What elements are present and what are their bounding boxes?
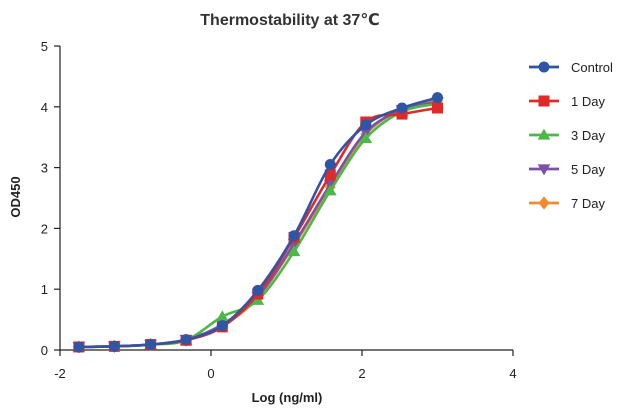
data-point (216, 310, 229, 322)
y-tick-label: 3 (41, 161, 48, 176)
legend-marker (537, 164, 551, 176)
data-point (359, 132, 373, 144)
data-point (288, 230, 300, 242)
series-line-control (78, 96, 438, 349)
y-tick-label: 4 (41, 100, 48, 115)
data-point (252, 284, 264, 296)
legend-item-1-day: 1 Day (529, 94, 605, 109)
series-3-day (72, 97, 444, 352)
data-point (432, 92, 443, 104)
data-point (287, 245, 301, 257)
data-point (145, 339, 157, 351)
series-line-1-day (78, 106, 438, 349)
data-point (73, 341, 85, 353)
legend: Control 1 Day 3 Day 5 Day 7 Day (529, 60, 613, 211)
chart-title: Thermostability at 37℃ (200, 12, 379, 29)
y-axis-label: OD450 (8, 176, 23, 217)
x-tick-label: 0 (207, 366, 214, 381)
data-point (324, 169, 336, 181)
series-5-day (72, 97, 444, 354)
legend-marker (538, 95, 550, 107)
legend-item-7-day: 7 Day (529, 196, 605, 211)
legend-item-5-day: 5 Day (529, 162, 605, 177)
y-tick-label: 5 (41, 39, 48, 54)
data-point (396, 102, 408, 114)
series-7-day (73, 94, 443, 354)
series-line-7-day (78, 99, 438, 349)
data-point (108, 340, 120, 352)
x-tick-label: 2 (358, 366, 365, 381)
x-axis-label: Log (ng/ml) (252, 390, 323, 405)
x-tick-label: -2 (54, 366, 66, 381)
series-1-day (73, 102, 443, 353)
data-point (180, 334, 192, 346)
legend-label: Control (571, 60, 613, 75)
data-point (216, 320, 228, 332)
series-control (73, 92, 443, 353)
legend-item-control: Control (529, 60, 613, 75)
legend-label: 5 Day (571, 162, 605, 177)
legend-label: 7 Day (571, 196, 605, 211)
data-point (324, 159, 336, 171)
legend-marker (537, 128, 551, 140)
legend-marker (538, 196, 550, 210)
legend-item-3-day: 3 Day (529, 128, 605, 143)
y-tick-label: 0 (41, 343, 48, 358)
legend-label: 1 Day (571, 94, 605, 109)
x-tick-label: 4 (509, 366, 516, 381)
y-tick-label: 2 (41, 221, 48, 236)
legend-label: 3 Day (571, 128, 605, 143)
data-point (432, 102, 443, 114)
series-line-3-day (78, 102, 438, 349)
data-point (396, 108, 408, 120)
axes: 0 1 2 3 4 5 -2 0 2 4 (41, 39, 517, 381)
y-tick-label: 1 (41, 282, 48, 297)
data-point (360, 119, 372, 131)
series-line-5-day (78, 100, 438, 349)
plot-area (72, 92, 444, 354)
data-point (323, 184, 337, 196)
legend-marker (538, 61, 550, 73)
